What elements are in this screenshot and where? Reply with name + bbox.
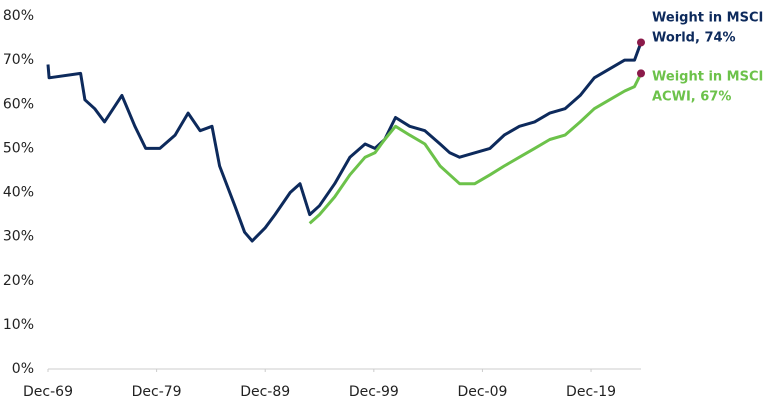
y-tick-label: 80%: [3, 8, 34, 24]
y-tick-label: 0%: [12, 361, 34, 377]
x-tick-label: Dec-99: [349, 384, 399, 400]
y-tick-label: 60%: [3, 96, 34, 112]
y-tick-label: 70%: [3, 52, 34, 68]
y-tick-label: 50%: [3, 140, 34, 156]
y-tick-label: 20%: [3, 273, 34, 289]
series-label: World, 74%: [652, 31, 736, 46]
y-tick-label: 10%: [3, 317, 34, 333]
x-tick-label: Dec-79: [132, 384, 182, 400]
x-tick-label: Dec-09: [457, 384, 507, 400]
series-line: [308, 72, 643, 225]
y-tick-label: 30%: [3, 229, 34, 245]
x-tick-label: Dec-89: [240, 384, 290, 400]
end-marker: [637, 38, 645, 47]
y-tick-label: 40%: [3, 185, 34, 201]
series-label: Weight in MSCI: [652, 11, 763, 26]
end-marker: [637, 69, 645, 78]
series-line: [46, 41, 643, 243]
series-label: Weight in MSCI: [652, 70, 763, 85]
x-tick-label: Dec-19: [566, 384, 616, 400]
x-tick-label: Dec-69: [23, 384, 73, 400]
series-label: ACWI, 67%: [652, 90, 731, 105]
